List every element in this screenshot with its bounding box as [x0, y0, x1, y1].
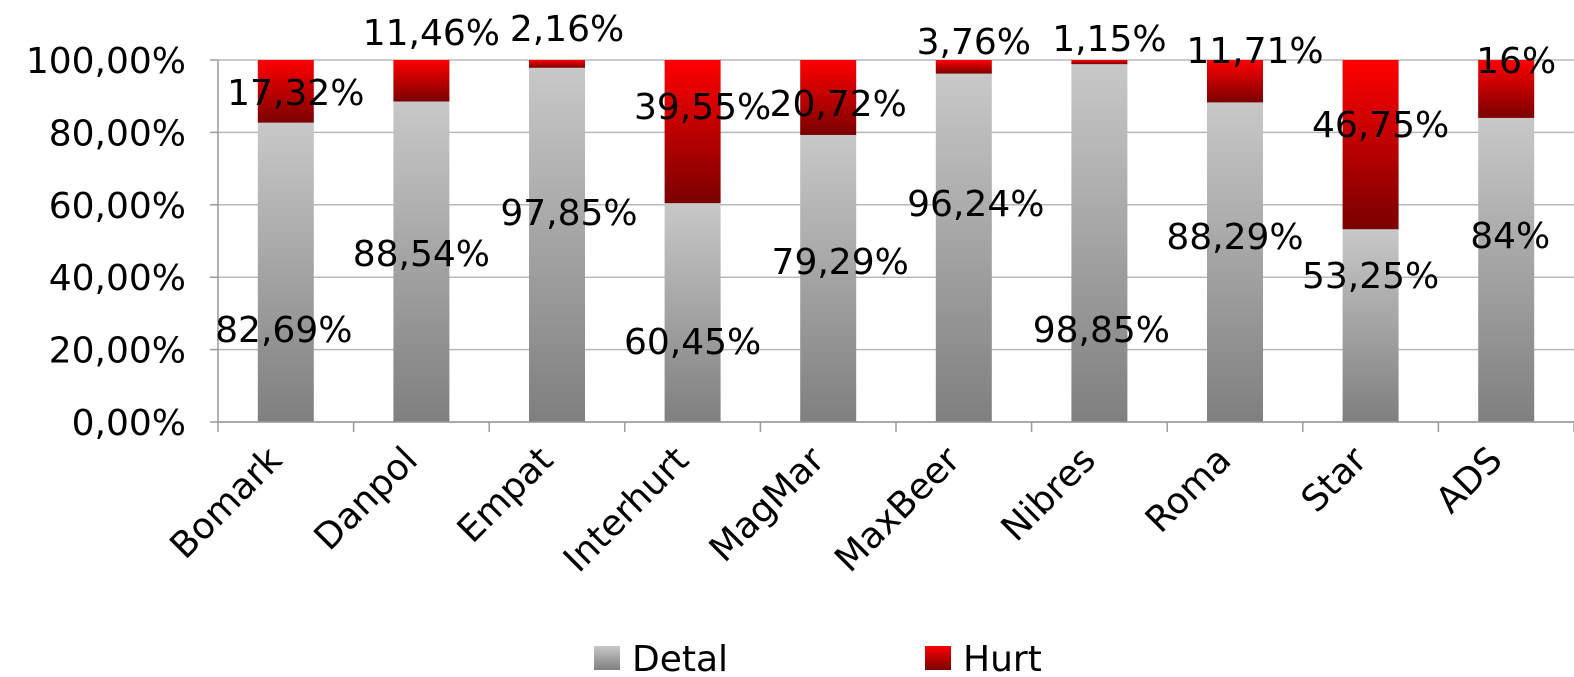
y-tick-label: 40,00%	[49, 258, 186, 299]
data-label-hurt: 17,32%	[227, 73, 364, 114]
bar-hurt	[257, 60, 314, 123]
data-label-detal: 98,85%	[1033, 310, 1170, 351]
bar-hurt	[1071, 60, 1128, 65]
x-category-label: ADS	[1428, 439, 1510, 521]
bar-hurt	[935, 60, 992, 74]
bar-detal	[664, 203, 721, 422]
x-category-label: Roma	[1138, 439, 1240, 541]
bar-hurt	[664, 60, 721, 204]
y-tick-label: 20,00%	[49, 331, 186, 372]
y-tick-label: 60,00%	[49, 186, 186, 227]
bar-detal	[393, 101, 450, 422]
bar-detal	[529, 67, 585, 423]
data-label-hurt: 20,72%	[770, 84, 907, 125]
data-label-hurt: 1,15%	[1052, 19, 1166, 60]
data-label-detal: 53,25%	[1302, 256, 1439, 297]
data-label-hurt: 46,75%	[1312, 105, 1449, 146]
data-label-detal: 84%	[1470, 216, 1550, 257]
data-label-detal: 88,54%	[353, 234, 490, 275]
bar-detal	[1071, 64, 1128, 423]
legend-swatch-hurt	[925, 646, 951, 670]
legend: Detal Hurt	[594, 639, 1042, 677]
x-category-label: Empat	[450, 439, 562, 551]
x-category-label: MaxBeer	[827, 439, 968, 580]
bar-detal	[257, 122, 314, 422]
data-label-detal: 88,29%	[1166, 217, 1303, 258]
data-label-hurt: 11,71%	[1186, 31, 1323, 72]
bar-detal	[935, 73, 992, 422]
bar-hurt	[1478, 60, 1535, 118]
bar-hurt	[393, 60, 450, 102]
bar-hurt	[1342, 60, 1399, 230]
legend-swatch-detal	[594, 646, 620, 670]
y-tick-label: 100,00%	[26, 41, 186, 82]
data-label-detal: 79,29%	[772, 242, 909, 283]
x-category-label: Danpol	[307, 439, 426, 558]
bar-detal	[1207, 102, 1263, 422]
data-labels: 82,69% 17,32% 88,54% 11,46% 97,85% 2,16% 60,45…	[215, 9, 1556, 363]
y-tick-label: 0,00%	[72, 403, 186, 444]
bar-detal	[800, 134, 857, 422]
x-category-label: Nibres	[994, 439, 1104, 549]
bar-hurt	[1207, 60, 1263, 103]
data-label-detal: 60,45%	[624, 322, 761, 363]
legend-label-detal: Detal	[632, 639, 728, 677]
bar-hurt	[800, 60, 857, 135]
data-label-detal: 82,69%	[215, 310, 352, 351]
x-category-label: Bomark	[163, 439, 291, 567]
data-label-hurt: 11,46%	[363, 13, 500, 54]
legend-label-hurt: Hurt	[963, 639, 1042, 677]
x-category-label: MagMar	[702, 439, 833, 570]
bar-hurt	[529, 60, 585, 68]
data-label-hurt: 39,55%	[634, 87, 771, 128]
data-label-detal: 97,85%	[500, 193, 637, 234]
x-category-label: Interhurt	[556, 439, 697, 580]
bar-detal	[1478, 117, 1535, 423]
data-label-hurt: 16%	[1476, 41, 1556, 82]
data-label-detal: 96,24%	[907, 184, 1044, 225]
bars	[257, 60, 1535, 423]
x-category-label: Star	[1294, 439, 1375, 520]
bar-detal	[1342, 229, 1399, 422]
data-label-hurt: 3,76%	[917, 22, 1031, 63]
y-tick-label: 80,00%	[49, 113, 186, 154]
data-label-hurt: 2,16%	[510, 9, 624, 50]
